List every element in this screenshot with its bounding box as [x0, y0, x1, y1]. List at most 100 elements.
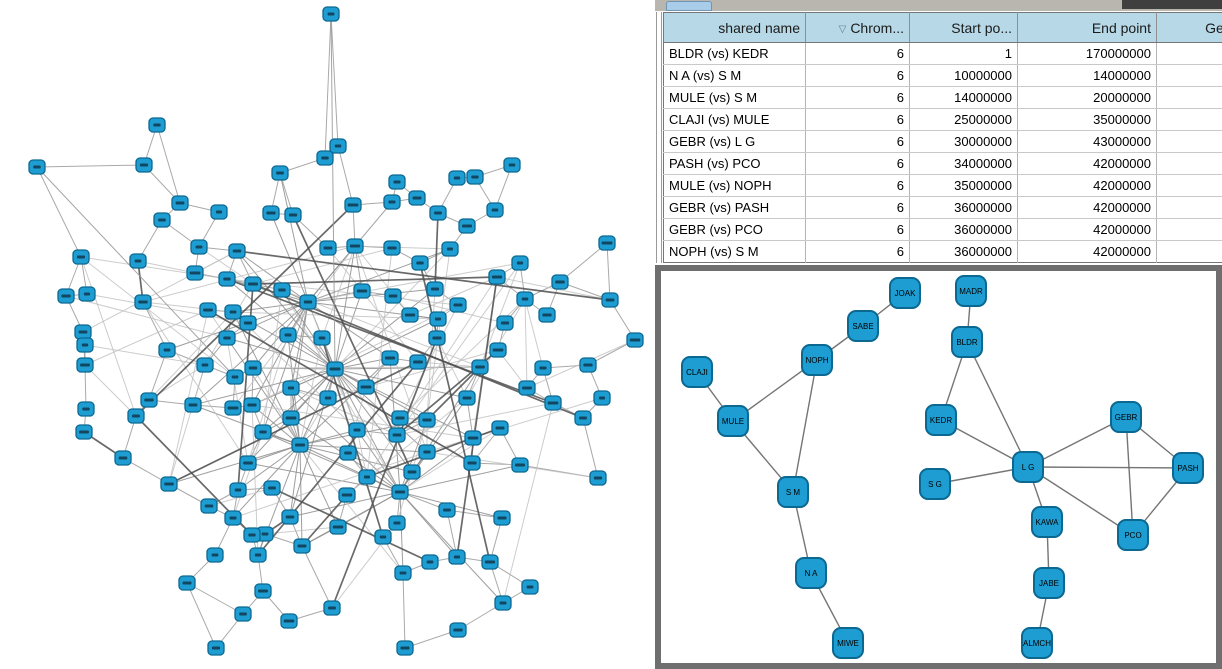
column-header-startpo[interactable]: Start po... — [909, 12, 1018, 43]
network-node[interactable] — [319, 240, 337, 256]
network-node[interactable] — [491, 420, 509, 436]
table-row[interactable]: GEBR (vs) L G6300000004300000016.9 — [663, 130, 1222, 153]
network-node[interactable] — [78, 286, 96, 302]
network-node-sg[interactable]: S G — [919, 468, 951, 500]
network-node[interactable] — [516, 291, 534, 307]
network-node[interactable] — [438, 502, 456, 518]
network-node[interactable] — [291, 437, 309, 453]
table-cell[interactable]: 5.9 — [1156, 108, 1222, 131]
table-cell[interactable]: 42000000 — [1017, 174, 1157, 197]
network-node[interactable] — [178, 575, 196, 591]
network-node[interactable] — [243, 397, 261, 413]
network-view-selected[interactable]: JOAK MADR SABE BLDR NOPH CLAJI KEDR GEBR MULE L G… — [655, 265, 1222, 669]
table-cell[interactable]: 34000000 — [909, 152, 1018, 175]
table-cell[interactable]: 6 — [805, 196, 910, 219]
network-node[interactable] — [228, 243, 246, 259]
table-cell[interactable]: CLAJI (vs) MULE — [663, 108, 806, 131]
network-node[interactable] — [224, 304, 242, 320]
network-node-pash[interactable]: PASH — [1172, 452, 1204, 484]
table-cell[interactable]: BLDR (vs) KEDR — [663, 42, 806, 65]
column-header-endpoint[interactable]: End point — [1017, 12, 1157, 43]
table-cell[interactable]: 30000000 — [909, 130, 1018, 153]
network-node[interactable] — [279, 327, 297, 343]
network-node[interactable] — [521, 579, 539, 595]
table-cell[interactable]: PASH (vs) PCO — [663, 152, 806, 175]
network-node[interactable] — [481, 554, 499, 570]
table-cell[interactable]: 8.4 — [1156, 218, 1222, 241]
network-node[interactable] — [428, 330, 446, 346]
network-node-gebr[interactable]: GEBR — [1110, 401, 1142, 433]
table-row[interactable]: NOPH (vs) S M636000000420000009.9 — [663, 240, 1222, 263]
network-node[interactable] — [344, 197, 362, 213]
network-node[interactable] — [316, 150, 334, 166]
table-cell[interactable]: GEBR (vs) PASH — [663, 196, 806, 219]
network-node[interactable] — [338, 487, 356, 503]
network-node[interactable] — [448, 170, 466, 186]
network-node[interactable] — [383, 194, 401, 210]
table-cell[interactable]: 8.9 — [1156, 196, 1222, 219]
network-node[interactable] — [396, 640, 414, 656]
network-node[interactable] — [239, 315, 257, 331]
network-node[interactable] — [171, 195, 189, 211]
table-cell[interactable]: MULE (vs) NOPH — [663, 174, 806, 197]
network-edge-L G-GEBR[interactable] — [1027, 416, 1127, 468]
network-node[interactable] — [579, 357, 597, 373]
network-node[interactable] — [409, 354, 427, 370]
table-cell[interactable]: 42000000 — [1017, 152, 1157, 175]
network-node[interactable] — [210, 204, 228, 220]
network-node[interactable] — [28, 159, 46, 175]
network-node[interactable] — [374, 529, 392, 545]
network-node[interactable] — [134, 294, 152, 310]
network-node[interactable] — [254, 424, 272, 440]
network-node[interactable] — [140, 392, 158, 408]
table-cell[interactable]: 14000000 — [1017, 64, 1157, 87]
table-cell[interactable]: 35000000 — [1017, 108, 1157, 131]
network-edge-BLDR-L G[interactable] — [966, 341, 1029, 468]
table-cell[interactable]: 6 — [805, 86, 910, 109]
network-edge-L G-PCO[interactable] — [1027, 466, 1134, 536]
network-node-almch[interactable]: ALMCH — [1021, 627, 1053, 659]
network-node[interactable] — [254, 583, 272, 599]
table-cell[interactable]: 20000000 — [1017, 86, 1157, 109]
network-node[interactable] — [135, 157, 153, 173]
table-row[interactable]: GEBR (vs) PCO636000000420000008.4 — [663, 218, 1222, 241]
table-row[interactable]: CLAJI (vs) MULE625000000350000005.9 — [663, 108, 1222, 131]
network-node[interactable] — [418, 444, 436, 460]
network-node[interactable] — [200, 498, 218, 514]
network-node[interactable] — [401, 307, 419, 323]
network-node[interactable] — [339, 445, 357, 461]
table-cell[interactable]: 43000000 — [1017, 130, 1157, 153]
network-node[interactable] — [466, 169, 484, 185]
network-node[interactable] — [72, 249, 90, 265]
table-cell[interactable]: 6 — [805, 240, 910, 263]
network-node[interactable] — [158, 342, 176, 358]
table-cell[interactable]: 6 — [805, 174, 910, 197]
network-node[interactable] — [449, 297, 467, 313]
network-node[interactable] — [129, 253, 147, 269]
network-node[interactable] — [383, 240, 401, 256]
table-cell[interactable]: 6 — [805, 152, 910, 175]
network-node[interactable] — [114, 450, 132, 466]
network-node[interactable] — [262, 205, 280, 221]
network-node[interactable] — [326, 361, 344, 377]
network-node[interactable] — [503, 157, 521, 173]
network-node[interactable] — [493, 510, 511, 526]
table-cell[interactable]: 6 — [805, 64, 910, 87]
network-node-kedr[interactable]: KEDR — [925, 404, 957, 436]
network-node[interactable] — [518, 380, 536, 396]
table-cell[interactable]: 11.4 — [1156, 152, 1222, 175]
network-node[interactable] — [148, 117, 166, 133]
network-node[interactable] — [57, 288, 75, 304]
table-row[interactable]: BLDR (vs) KEDR61170000000192.0 — [663, 42, 1222, 65]
network-node-claji[interactable]: CLAJI — [681, 356, 713, 388]
network-node[interactable] — [411, 255, 429, 271]
network-node[interactable] — [408, 190, 426, 206]
network-node[interactable] — [323, 600, 341, 616]
network-edge-NOPH-S M[interactable] — [792, 359, 818, 493]
network-node[interactable] — [458, 390, 476, 406]
table-cell[interactable]: 10.5 — [1156, 174, 1222, 197]
network-node[interactable] — [249, 547, 267, 563]
network-node[interactable] — [346, 238, 364, 254]
network-node[interactable] — [394, 565, 412, 581]
table-cell[interactable]: 6 — [805, 42, 910, 65]
